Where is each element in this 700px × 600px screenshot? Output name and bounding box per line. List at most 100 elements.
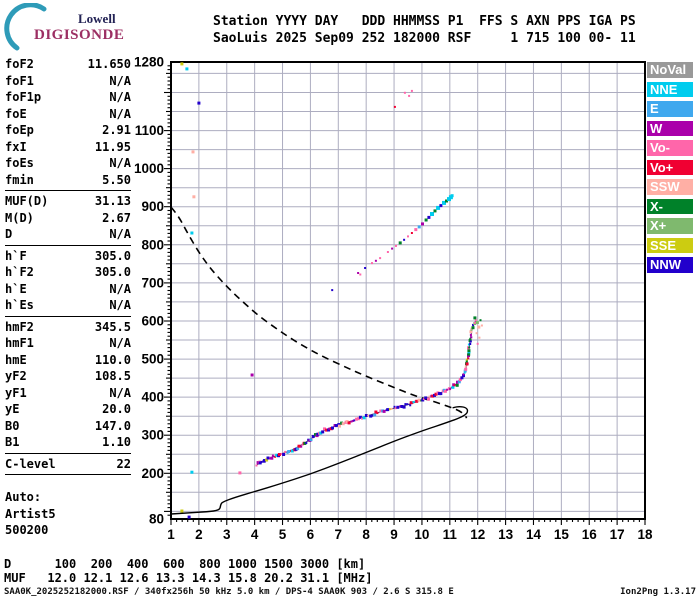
param-value: N/A — [109, 281, 131, 296]
param-value: 5.50 — [102, 172, 131, 187]
panel-separator — [5, 190, 131, 191]
param-value: 2.91 — [102, 123, 131, 137]
y-axis-labels: 1280 1100 1000 900 800 700 600 500 400 300 200 80 — [134, 55, 164, 527]
param-value: 345.5 — [94, 319, 131, 334]
isolated-noise-echoes — [180, 62, 413, 519]
param-value: 108.5 — [94, 369, 131, 383]
legend-chip-e: E — [647, 101, 693, 117]
svg-text:700: 700 — [141, 275, 164, 290]
svg-text:4: 4 — [251, 527, 259, 542]
parameters-panel: foF2 11.650 foF1 N/A foF1p N/A foE N/A foEp 2.91 f… — [5, 56, 131, 539]
param-row: yE 20.0 — [5, 401, 131, 418]
param-label: h`Es — [5, 298, 34, 312]
legend-chip-nne: NNE — [647, 81, 693, 97]
param-label: hmE — [5, 352, 27, 367]
param-label: h`E — [5, 281, 27, 296]
auto-scaling-line: 500200 — [5, 523, 49, 537]
param-label: h`F — [5, 248, 27, 263]
logo-digisonde-text: DIGISONDE — [34, 27, 125, 43]
svg-text:1000: 1000 — [134, 161, 164, 176]
distance-row: D 100 200 400 600 800 1000 1500 3000 [km… — [4, 557, 366, 571]
param-row: M(D) 2.67 — [5, 210, 131, 227]
svg-text:11: 11 — [443, 527, 458, 542]
param-label: foE — [5, 106, 27, 121]
legend-chip-sse: SSE — [647, 237, 693, 253]
param-label: hmF2 — [5, 319, 34, 334]
model-profile-line — [170, 206, 468, 419]
x-axis — [170, 519, 646, 525]
svg-text:18: 18 — [637, 527, 653, 542]
svg-text:9: 9 — [390, 527, 398, 542]
svg-text:15: 15 — [554, 527, 570, 542]
param-value: N/A — [109, 298, 131, 312]
muf-row: MUF 12.0 12.1 12.6 13.3 14.3 15.8 20.2 3… — [4, 571, 373, 585]
legend-chip-x: X+ — [647, 218, 693, 234]
svg-text:800: 800 — [141, 237, 164, 252]
param-row: foE N/A — [5, 106, 131, 123]
param-row: hmE 110.0 — [5, 352, 131, 369]
legend-chip-nnw: NNW — [647, 257, 693, 273]
param-row: foF1p N/A — [5, 89, 131, 106]
param-value: 31.13 — [94, 194, 131, 208]
param-label: yF2 — [5, 369, 27, 383]
svg-text:6: 6 — [307, 527, 315, 542]
param-value: 147.0 — [94, 418, 131, 433]
param-value: 2.67 — [102, 210, 131, 225]
panel-separator — [5, 315, 131, 317]
panel-separator — [5, 474, 131, 475]
svg-text:17: 17 — [610, 527, 625, 542]
svg-text:80: 80 — [149, 512, 164, 527]
param-row: B1 1.10 — [5, 434, 131, 451]
param-label: yF1 — [5, 385, 27, 400]
true-height-profile-line — [170, 405, 469, 515]
svg-text:8: 8 — [362, 527, 370, 542]
status-version: Ion2Png 1.3.17 — [620, 587, 696, 597]
legend-chip-vo: Vo+ — [647, 159, 693, 175]
param-value: N/A — [109, 90, 131, 104]
param-label: B0 — [5, 418, 20, 433]
param-row: hmF1 N/A — [5, 335, 131, 352]
param-row: yF2 108.5 — [5, 368, 131, 385]
param-value: N/A — [109, 227, 131, 241]
param-value: 11.95 — [94, 139, 131, 154]
auto-scaling-block: Auto: Artist5 500200 — [5, 489, 131, 539]
param-row: fxI 11.95 — [5, 139, 131, 156]
param-row: fmin 5.50 — [5, 172, 131, 189]
param-value: 1.10 — [102, 435, 131, 449]
param-row: foEp 2.91 — [5, 122, 131, 139]
x-axis-labels: 1 2 3 4 5 6 7 8 9 10 11 12 13 14 15 16 17 18 — [167, 527, 653, 542]
legend-chip-noval: NoVal — [647, 62, 693, 78]
grid — [171, 62, 645, 519]
param-label: C-level — [5, 456, 56, 471]
header-line-1: Station YYYY DAY DDD HHMMSS P1 FFS S AXN… — [213, 14, 636, 29]
param-row: h`E N/A — [5, 281, 131, 298]
header-line-2: SaoLuis 2025 Sep09 252 182000 RSF 1 715 … — [213, 31, 636, 46]
param-label: hmF1 — [5, 336, 34, 350]
panel-separator — [5, 244, 131, 246]
logo: Lowell DIGISONDE — [0, 0, 140, 52]
param-label: M(D) — [5, 210, 34, 225]
param-value: 305.0 — [94, 248, 131, 263]
cusp-scatter-near-fof2-fxi — [473, 316, 483, 345]
param-label: h`F2 — [5, 265, 34, 279]
param-value: 110.0 — [94, 352, 131, 367]
param-label: foF1p — [5, 90, 42, 104]
auto-scaling-line: Auto: — [5, 490, 42, 504]
param-label: B1 — [5, 435, 20, 449]
svg-text:600: 600 — [141, 314, 164, 329]
auto-scaling-line: Artist5 — [5, 506, 56, 521]
param-row: foF1 N/A — [5, 73, 131, 90]
svg-text:300: 300 — [141, 428, 164, 443]
svg-text:1280: 1280 — [134, 55, 164, 70]
param-value: 305.0 — [94, 265, 131, 279]
param-row: foEs N/A — [5, 155, 131, 172]
svg-text:10: 10 — [414, 527, 429, 542]
svg-text:900: 900 — [141, 199, 164, 214]
svg-text:500: 500 — [141, 352, 164, 367]
svg-text:400: 400 — [141, 390, 164, 405]
y-axis — [164, 65, 171, 516]
logo-lowell-text: Lowell — [78, 11, 116, 26]
param-row: D N/A — [5, 226, 131, 243]
panel-separator — [5, 452, 131, 454]
param-label: foF1 — [5, 73, 34, 88]
